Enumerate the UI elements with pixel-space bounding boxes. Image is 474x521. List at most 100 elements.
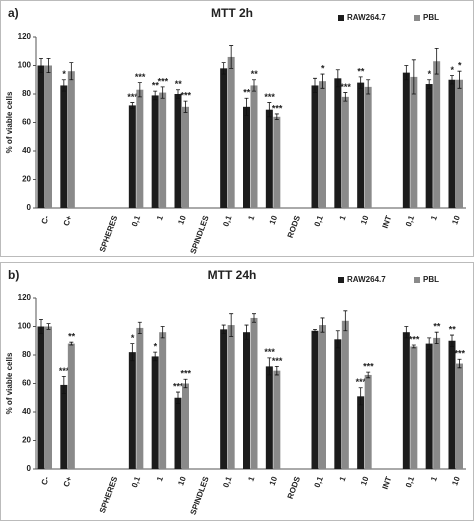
error-bar bbox=[137, 82, 142, 98]
error-bar bbox=[244, 97, 249, 116]
legend-swatch bbox=[338, 15, 344, 21]
error-bar bbox=[153, 90, 158, 101]
significance-label: * bbox=[62, 69, 66, 79]
error-bar bbox=[335, 330, 340, 349]
error-bar bbox=[457, 70, 462, 89]
bar bbox=[174, 94, 182, 208]
bar bbox=[341, 320, 349, 469]
bar bbox=[448, 340, 456, 469]
significance-label: *** bbox=[340, 82, 351, 92]
significance-label: ** bbox=[251, 69, 259, 79]
x-tick-label: INT bbox=[380, 214, 393, 229]
error-bar bbox=[69, 341, 74, 346]
error-bar bbox=[252, 313, 256, 323]
bar bbox=[182, 106, 189, 208]
y-tick-label: 60 bbox=[22, 379, 31, 388]
bar bbox=[128, 105, 136, 208]
x-tick-label: C+ bbox=[62, 214, 74, 227]
bar bbox=[456, 79, 463, 208]
x-tick-label: 0,1 bbox=[130, 475, 142, 489]
bar bbox=[174, 397, 182, 469]
bar bbox=[410, 346, 418, 469]
bar bbox=[151, 356, 159, 469]
significance-label: * bbox=[321, 63, 325, 73]
significance-label: *** bbox=[173, 381, 184, 391]
bar bbox=[334, 339, 342, 469]
legend-swatch bbox=[338, 277, 344, 283]
y-axis-label: % of viable cells bbox=[5, 352, 14, 414]
x-tick-label: 1 bbox=[429, 214, 439, 222]
significance-label: *** bbox=[264, 347, 275, 357]
error-bar bbox=[267, 102, 272, 118]
x-tick-label: 10 bbox=[450, 214, 462, 226]
y-tick-label: 100 bbox=[18, 322, 32, 331]
significance-label: *** bbox=[363, 361, 374, 371]
significance-label: ** bbox=[152, 81, 160, 91]
significance-label: *** bbox=[272, 103, 283, 113]
significance-label: ** bbox=[243, 88, 251, 98]
error-bar bbox=[320, 73, 325, 89]
bar bbox=[357, 82, 365, 208]
error-bar bbox=[366, 79, 371, 95]
error-bar bbox=[313, 77, 317, 93]
bar bbox=[37, 65, 45, 208]
x-tick-label: 1 bbox=[338, 475, 348, 483]
error-bar bbox=[137, 321, 142, 335]
y-tick-label: 80 bbox=[22, 350, 31, 359]
significance-label: * bbox=[428, 69, 432, 79]
x-tick-label: 10 bbox=[359, 214, 371, 226]
y-tick-label: 0 bbox=[27, 203, 32, 212]
y-axis-label: % of viable cells bbox=[5, 91, 14, 153]
y-tick-label: 100 bbox=[18, 61, 32, 70]
bar bbox=[159, 92, 167, 208]
significance-label: * bbox=[154, 342, 158, 352]
x-tick-label: 1 bbox=[246, 475, 256, 483]
legend-swatch bbox=[414, 277, 420, 283]
x-tick-label: 1 bbox=[429, 475, 439, 483]
x-tick-label: 1 bbox=[338, 214, 348, 222]
x-tick-label: SPHERES bbox=[98, 475, 120, 515]
error-bar bbox=[160, 326, 165, 339]
error-bar bbox=[427, 79, 432, 89]
error-bar bbox=[358, 387, 363, 406]
error-bar bbox=[153, 351, 158, 362]
bar bbox=[67, 71, 75, 208]
bar bbox=[250, 85, 258, 208]
error-bar bbox=[267, 357, 272, 376]
significance-label: ** bbox=[449, 324, 457, 334]
error-bar bbox=[450, 75, 454, 85]
bar bbox=[273, 116, 281, 208]
bar bbox=[45, 326, 52, 469]
bar bbox=[433, 337, 441, 469]
bar bbox=[448, 79, 456, 208]
error-bar bbox=[274, 113, 279, 121]
significance-label: *** bbox=[180, 369, 191, 379]
significance-label: *** bbox=[127, 92, 138, 102]
bar bbox=[243, 332, 250, 469]
significance-label: *** bbox=[135, 72, 146, 82]
legend-label: RAW264.7 bbox=[347, 13, 386, 22]
bar bbox=[227, 56, 235, 209]
significance-label: *** bbox=[409, 334, 420, 344]
error-bar bbox=[183, 100, 188, 113]
bar bbox=[45, 65, 52, 208]
error-bar bbox=[69, 62, 74, 81]
bar bbox=[402, 332, 410, 469]
bar bbox=[128, 352, 136, 469]
x-tick-label: SPINDLES bbox=[189, 214, 211, 255]
bar bbox=[265, 109, 273, 208]
error-bar bbox=[130, 102, 135, 109]
significance-label: * bbox=[458, 61, 462, 71]
bar bbox=[456, 363, 463, 469]
bar bbox=[60, 384, 68, 469]
significance-label: *** bbox=[59, 366, 70, 376]
error-bar bbox=[427, 337, 432, 350]
x-tick-label: C- bbox=[40, 475, 51, 486]
bar bbox=[243, 106, 250, 208]
significance-label: *** bbox=[264, 92, 275, 102]
error-bar bbox=[160, 86, 165, 99]
error-bar bbox=[221, 62, 226, 75]
legend-label: RAW264.7 bbox=[347, 275, 386, 284]
bar bbox=[425, 84, 433, 208]
